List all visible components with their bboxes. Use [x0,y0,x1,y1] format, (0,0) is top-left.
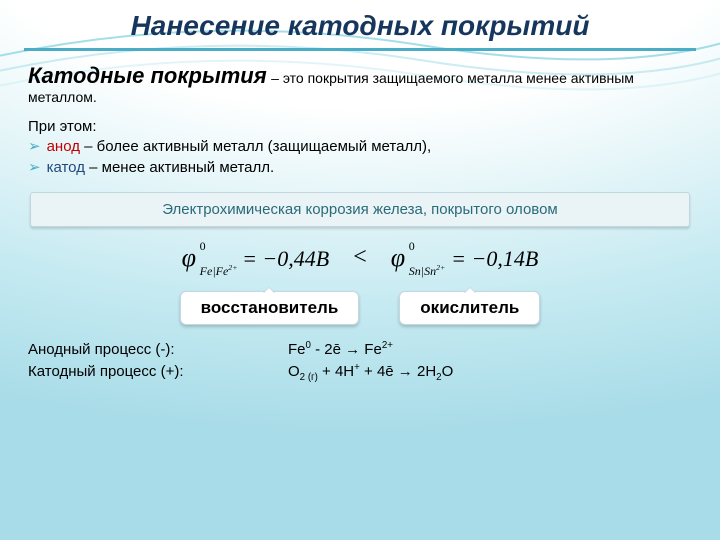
anode-label: анод [47,138,80,155]
eq-sn: φ 0 Sn|Sn2+ = −0,14B [391,243,539,273]
bullet-anode: ➢ анод – более активный металл (защищаем… [28,137,692,157]
cathode-label: катод [47,159,85,176]
eq-sn-val: = −0,14 [451,246,525,271]
callout-reducer: восстановитель [180,291,360,325]
definition-line: Катодные покрытия – это покрытия защищае… [28,63,692,107]
cathodic-process-eq: O2 (г) + 4H+ + 4ē → 2H2O [288,361,453,385]
eq-fe-sub: Fe|Fe2+ [200,263,238,279]
content-area: Катодные покрытия – это покрытия защищае… [0,63,720,385]
cathodic-process-label: Катодный процесс (+): [28,361,288,385]
process-block: Анодный процесс (-): Fe0 - 2ē → Fe2+ Кат… [28,339,692,385]
callout-row: восстановитель окислитель [28,291,692,325]
anodic-process-label: Анодный процесс (-): [28,339,288,361]
bullet-icon: ➢ [28,158,41,178]
banner-box: Электрохимическая коррозия железа, покры… [30,192,690,227]
anodic-process-eq: Fe0 - 2ē → Fe2+ [288,339,393,361]
eq-sn-sub: Sn|Sn2+ [409,263,445,279]
callout-oxidizer: окислитель [399,291,540,325]
bullet-cathode: ➢ катод – менее активный металл. [28,158,692,178]
less-than: < [353,244,367,271]
cathodic-process-row: Катодный процесс (+): O2 (г) + 4H+ + 4ē … [28,361,692,385]
eq-unit: B [525,246,538,271]
eq-unit: B [316,246,329,271]
definition-term: Катодные покрытия [28,63,267,88]
eq-fe-val: = −0,44 [242,246,316,271]
conditions-block: При этом: ➢ анод – более активный металл… [28,117,692,178]
bullet-icon: ➢ [28,137,41,157]
eq-fe: φ 0 Fe|Fe2+ = −0,44B [182,243,330,273]
conditions-intro: При этом: [28,117,692,137]
phi-symbol: φ [182,243,196,272]
eq-sup: 0 [200,239,206,254]
phi-symbol: φ [391,243,405,272]
anode-desc: – более активный металл (защищаемый мета… [80,138,431,155]
equation-row: φ 0 Fe|Fe2+ = −0,44B < φ 0 Sn|Sn2+ = −0,… [28,243,692,273]
cathode-desc: – менее активный металл. [85,159,274,176]
eq-sup: 0 [409,239,415,254]
anodic-process-row: Анодный процесс (-): Fe0 - 2ē → Fe2+ [28,339,692,361]
page-title: Нанесение катодных покрытий [24,0,696,51]
